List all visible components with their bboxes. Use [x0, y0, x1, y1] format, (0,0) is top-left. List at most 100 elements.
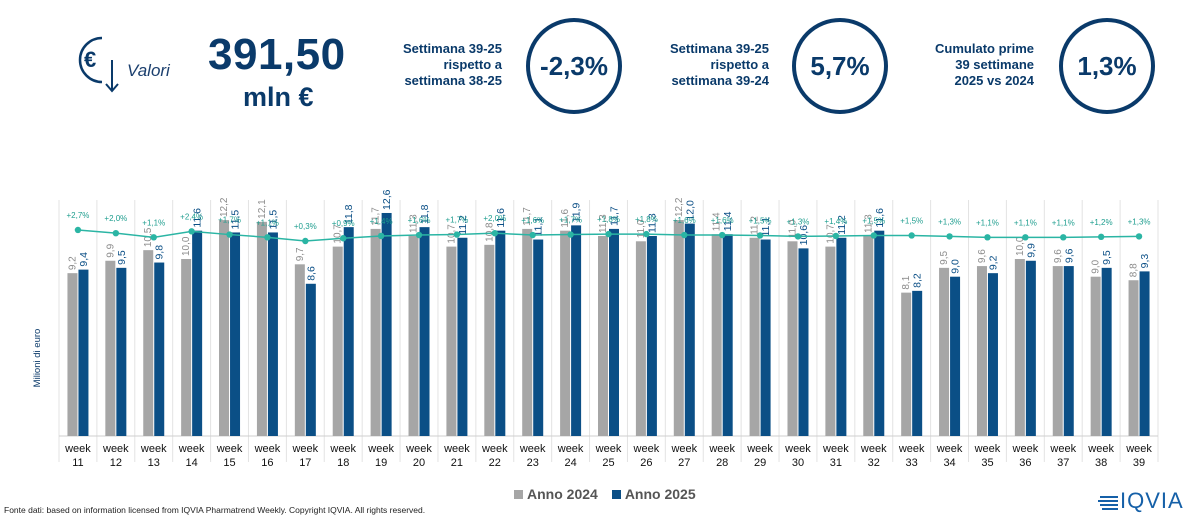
bar-2025 — [1139, 271, 1150, 436]
x-tick-label: 21 — [451, 457, 463, 469]
data-label-2025: 9,2 — [987, 255, 999, 270]
bar-2024 — [673, 220, 684, 436]
data-label-2025: 9,5 — [1101, 250, 1113, 265]
growth-label: +1,3% — [1128, 217, 1151, 226]
bar-2024 — [446, 246, 457, 436]
data-label-2025: 11,2 — [836, 215, 848, 235]
growth-label: +1,4% — [824, 217, 847, 226]
data-label-2024: 11,0 — [787, 219, 798, 238]
data-label-2024: 11,0 — [636, 219, 647, 238]
growth-label: +0,9% — [332, 219, 355, 228]
growth-point — [453, 231, 461, 238]
x-tick-label: 16 — [261, 457, 273, 469]
growth-point — [605, 230, 612, 238]
x-tick-label: 25 — [602, 457, 614, 469]
growth-point — [870, 232, 877, 239]
data-label-2025: 11,2 — [457, 215, 469, 235]
data-label-2024: 12,2 — [219, 197, 230, 217]
growth-point — [150, 234, 157, 241]
x-tick-label: week — [860, 443, 887, 455]
data-label-2024: 9,5 — [939, 251, 950, 265]
growth-point — [832, 232, 840, 240]
x-tick-label: 14 — [186, 457, 198, 469]
growth-point — [264, 234, 271, 241]
growth-label: +1,3% — [787, 217, 810, 226]
growth-point — [188, 228, 195, 235]
x-tick-label: 19 — [375, 457, 387, 469]
bar-2025 — [116, 267, 127, 436]
bar-2025 — [684, 223, 695, 436]
legend: Anno 2024 Anno 2025 — [514, 486, 696, 502]
growth-point — [302, 237, 309, 245]
growth-point — [681, 231, 688, 239]
kpi-3-label: Cumulato prime 39 settimane 2025 vs 2024 — [935, 41, 1034, 88]
bar-2024 — [901, 292, 912, 436]
x-tick-label: 27 — [678, 457, 690, 469]
x-tick-label: 32 — [868, 457, 880, 469]
growth-label: +0,3% — [294, 222, 317, 231]
bar-2024 — [635, 241, 646, 436]
x-tick-label: week — [102, 443, 129, 455]
bar-2024 — [787, 241, 798, 436]
data-label-2025: 11,5 — [267, 210, 279, 230]
bar-2024 — [939, 267, 950, 436]
x-tick-label: week — [898, 443, 925, 455]
x-tick-label: 30 — [792, 457, 804, 469]
bar-2025 — [1101, 267, 1112, 436]
legend-item-2024: Anno 2024 — [514, 486, 598, 502]
bar-2025 — [343, 227, 354, 436]
growth-point — [794, 233, 802, 240]
bar-2025 — [912, 290, 923, 436]
data-label-2025: 11,6 — [495, 208, 507, 228]
growth-label: +1,7% — [445, 216, 468, 225]
bar-2025 — [646, 235, 657, 436]
bar-2025 — [722, 234, 733, 436]
x-tick-label: 34 — [943, 457, 955, 469]
growth-label: +1,5% — [900, 216, 923, 225]
data-label-2025: 11,8 — [419, 204, 431, 224]
bar-2024 — [1014, 259, 1025, 436]
growth-point — [340, 235, 347, 242]
logo-lines-icon — [1098, 496, 1118, 510]
x-tick-label: 12 — [110, 457, 122, 469]
growth-label: +1,8% — [635, 215, 658, 224]
bar-2024 — [67, 273, 78, 436]
bar-2024 — [332, 246, 343, 436]
data-label-2025: 11,9 — [571, 203, 583, 223]
x-tick-label: 37 — [1057, 457, 1069, 469]
y-axis-label: Milioni di euro — [32, 329, 43, 388]
x-tick-label: week — [443, 443, 470, 455]
growth-label: +1,6% — [673, 216, 696, 225]
bar-2025 — [798, 248, 809, 436]
growth-point — [567, 231, 574, 238]
data-label-2025: 11,6 — [192, 208, 204, 228]
x-tick-label: week — [1012, 443, 1039, 455]
growth-label: +2,0% — [104, 214, 127, 223]
source-note: Fonte dati: based on information license… — [4, 505, 426, 515]
data-label-2025: 9,0 — [950, 259, 962, 274]
growth-label: +1,6% — [521, 216, 544, 225]
bar-2024 — [522, 228, 533, 436]
data-label-2025: 8,6 — [305, 266, 317, 281]
bar-2025 — [230, 232, 241, 436]
bar-2024 — [370, 228, 381, 436]
bar-2024 — [181, 259, 192, 436]
kpi-1-value: -2,3% — [526, 18, 622, 114]
kpi-3-value: 1,3% — [1059, 18, 1155, 114]
x-tick-label: week — [519, 443, 546, 455]
legend-swatch-2024 — [514, 489, 523, 499]
growth-label: +2,4% — [180, 212, 203, 221]
x-tick-label: week — [633, 443, 660, 455]
data-label-2025: 11,1 — [533, 217, 545, 237]
x-tick-label: week — [595, 443, 622, 455]
total-value: 391,50 — [208, 30, 346, 79]
bar-2025 — [1063, 266, 1074, 436]
data-label-2025: 11,6 — [874, 208, 886, 228]
x-tick-label: 28 — [716, 457, 728, 469]
growth-point — [529, 231, 536, 239]
x-tick-label: week — [367, 443, 394, 455]
bar-2025 — [571, 225, 582, 436]
bar-2024 — [1128, 280, 1139, 436]
growth-label: +2,0% — [483, 214, 506, 223]
